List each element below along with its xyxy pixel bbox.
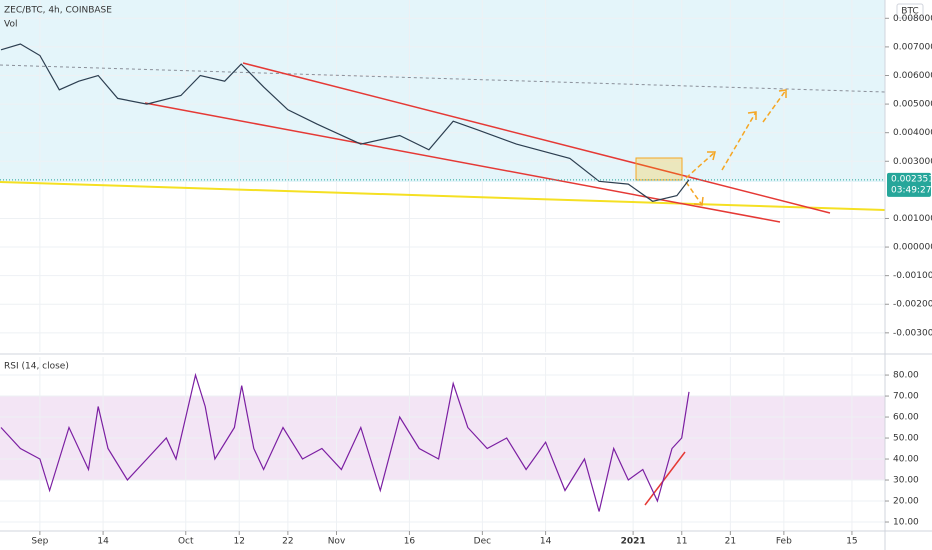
x-tick-label: Dec xyxy=(474,537,491,547)
volume-label: Vol xyxy=(4,20,17,30)
y-tick-label: 0.005000 xyxy=(893,100,932,110)
y-tick-label: 10.00 xyxy=(893,518,919,528)
currency-label[interactable]: BTC xyxy=(901,7,918,17)
y-tick-label: -0.003000 xyxy=(893,328,932,338)
wedge-upper xyxy=(242,62,831,214)
last-price-label: 0.002351 xyxy=(891,174,932,184)
y-tick-label: -0.002000 xyxy=(893,300,932,310)
y-tick-label: 0.001000 xyxy=(893,214,932,224)
y-tick-label: 0.004000 xyxy=(893,128,932,138)
x-tick-label: 22 xyxy=(282,537,293,547)
y-tick-label: 0.008000 xyxy=(893,14,932,24)
x-tick-label: 2021 xyxy=(621,537,646,547)
y-tick-label: 50.00 xyxy=(893,434,919,444)
x-tick-label: 12 xyxy=(234,537,245,547)
projection-arrows xyxy=(685,89,787,206)
support-line xyxy=(0,181,886,211)
wedge-lower xyxy=(144,102,781,223)
x-tick-label: 15 xyxy=(846,537,857,547)
x-tick-label: Oct xyxy=(178,537,194,547)
rsi-line xyxy=(0,372,690,512)
breakout-box xyxy=(635,157,683,181)
symbol-title: ZEC/BTC, 4h, COINBASE xyxy=(4,6,112,16)
y-tick-label: 20.00 xyxy=(893,497,919,507)
y-tick-label: 0.007000 xyxy=(893,42,932,52)
y-tick-label: 80.00 xyxy=(893,371,919,381)
y-tick-label: 40.00 xyxy=(893,455,919,465)
x-tick-label: 21 xyxy=(725,537,736,547)
y-tick-label: 0.000000 xyxy=(893,243,932,253)
y-tick-label: 70.00 xyxy=(893,392,919,402)
price-line xyxy=(0,43,690,202)
y-tick-label: 0.003000 xyxy=(893,157,932,167)
currency-button[interactable] xyxy=(896,3,924,19)
x-tick-label: 14 xyxy=(540,537,552,547)
x-tick-label: Feb xyxy=(776,537,792,547)
x-tick-label: 16 xyxy=(404,537,416,547)
x-tick-label: 14 xyxy=(97,537,109,547)
background-zone xyxy=(0,0,885,182)
x-tick-label: Sep xyxy=(31,537,48,547)
y-tick-label: 0.006000 xyxy=(893,71,932,81)
last-price-tag xyxy=(887,172,931,197)
countdown-label: 03:49:27 xyxy=(891,185,931,195)
y-tick-label: 60.00 xyxy=(893,413,919,423)
x-tick-label: Nov xyxy=(328,537,346,547)
y-tick-label: -0.001000 xyxy=(893,271,932,281)
rsi-title: RSI (14, close) xyxy=(4,362,69,372)
y-tick-label: 30.00 xyxy=(893,476,919,486)
x-tick-label: 11 xyxy=(676,537,687,547)
rsi-trend xyxy=(644,451,686,506)
